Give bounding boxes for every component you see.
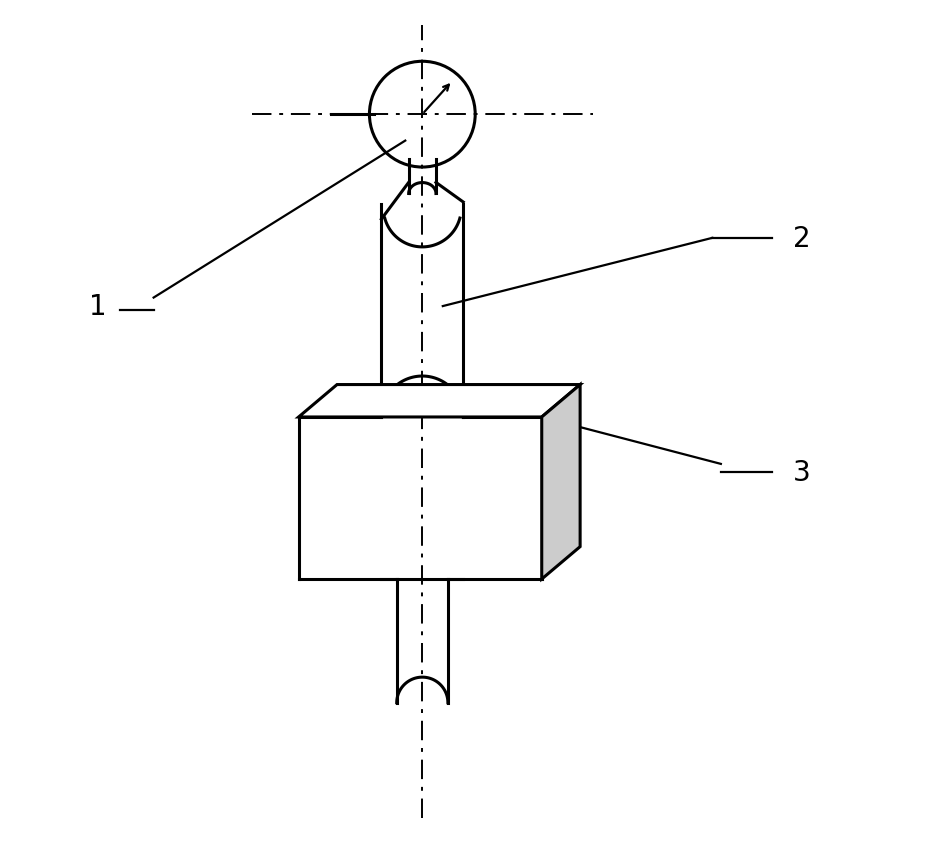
Text: 3: 3 [793,459,811,486]
Polygon shape [542,385,581,579]
Text: 1: 1 [89,293,107,320]
Polygon shape [298,385,581,417]
Text: 2: 2 [793,225,811,252]
